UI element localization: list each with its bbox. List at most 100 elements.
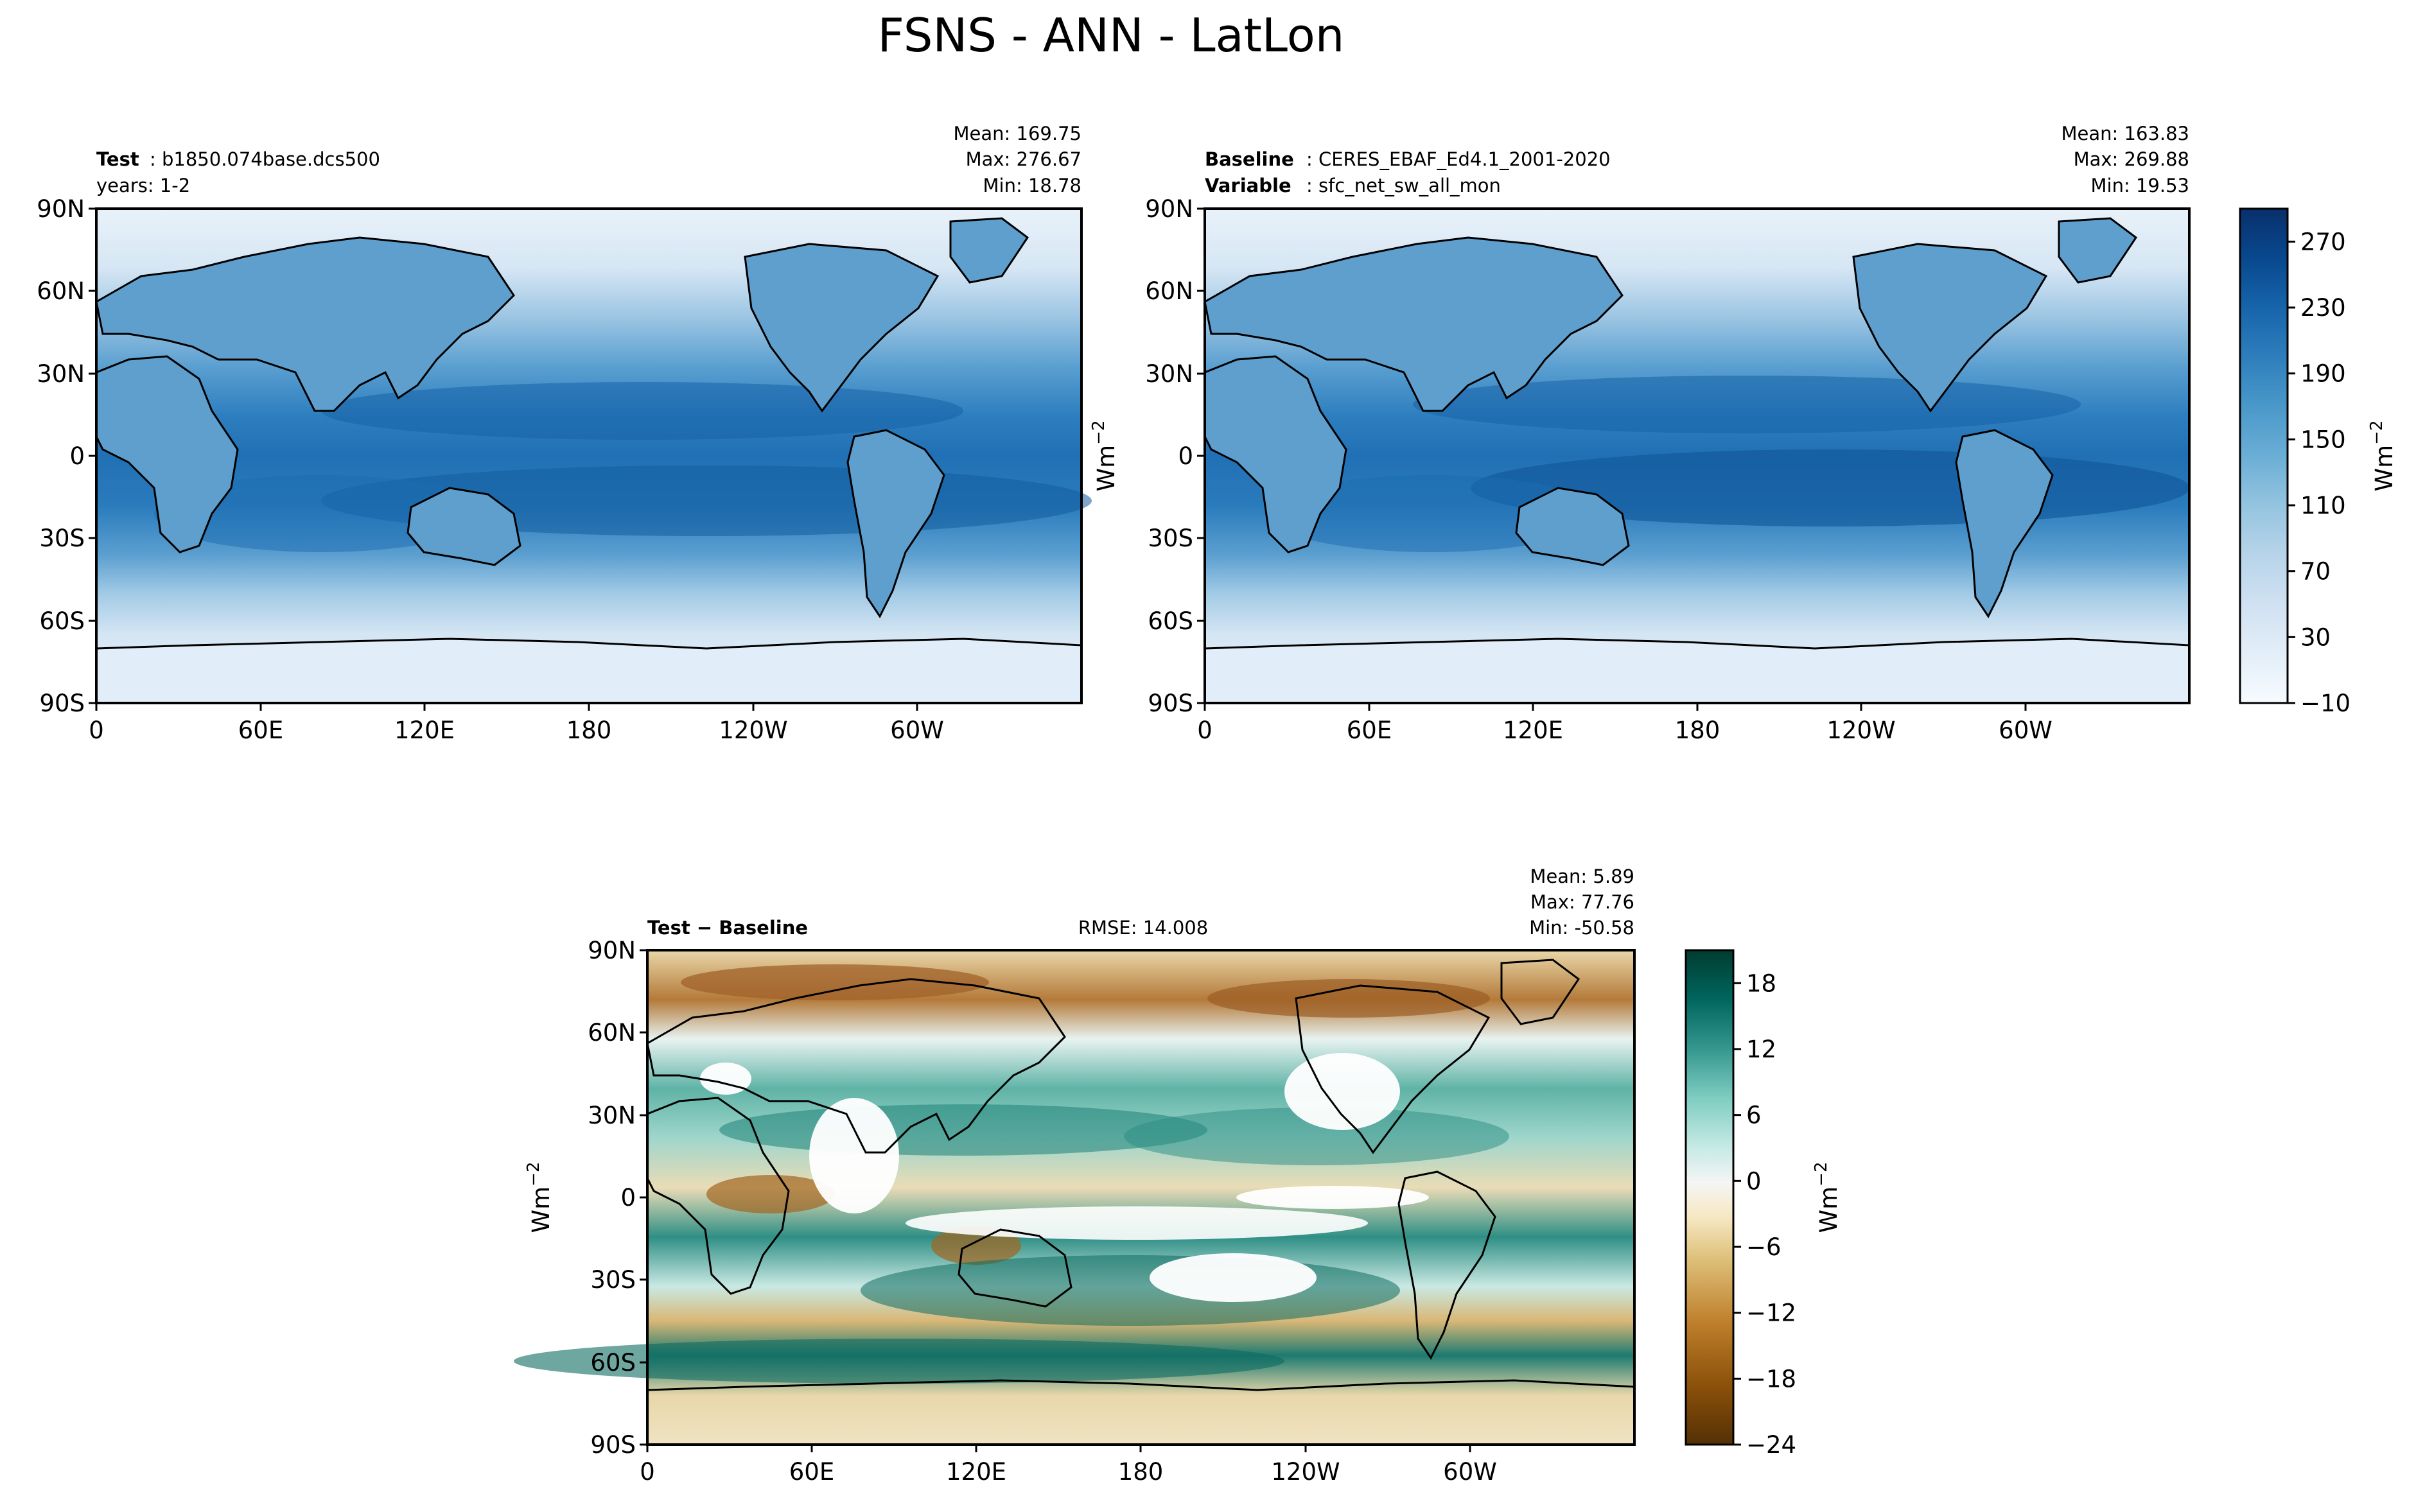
baseline-ytick-label: 90S (1148, 690, 1193, 717)
test-continents (95, 217, 1083, 704)
test-ytick-label: 30S (39, 525, 85, 552)
brbg-colorbar-ticks: 18 12 6 0 −6 −12 −18 −24 (1733, 969, 1796, 1459)
baseline-xaxis (1204, 703, 2027, 711)
figure-title: FSNS - ANN - LatLon (878, 8, 1345, 62)
diff-continent-antarctica (647, 1379, 1635, 1391)
brbg-colorbar-tick-label: 0 (1746, 1167, 1762, 1195)
test-xaxis-labels: 0 60E 120E 180 120W 60W (89, 717, 944, 744)
baseline-xtick-label: 180 (1675, 717, 1720, 744)
test-continent-africa (95, 355, 239, 553)
diff-xtick-label: 0 (640, 1458, 655, 1486)
test-baseline-ylabel: Wm−2 (1089, 421, 1120, 492)
diff-xtick-label: 120W (1271, 1458, 1340, 1486)
diff-yaxis (640, 949, 647, 1446)
diff-xtick-label: 60E (789, 1458, 834, 1486)
brbg-colorbar-tick-label: 18 (1746, 969, 1776, 997)
diff-xaxis-labels: 0 60E 120E 180 120W 60W (640, 1458, 1497, 1486)
baseline-variable-rest: : sfc_net_sw_all_mon (1306, 175, 1501, 196)
test-xtick-label: 60E (238, 717, 283, 744)
blues-colorbar-tick-label: 270 (2300, 228, 2346, 256)
test-continent-north-america (744, 243, 940, 413)
baseline-continent-australia (1515, 487, 1630, 566)
diff-continent-north-america (1295, 984, 1491, 1154)
baseline-xtick-label: 60E (1347, 717, 1392, 744)
diff-ytick-label: 0 (620, 1184, 636, 1212)
diff-continent-africa (646, 1097, 790, 1295)
diff-map-feature (1150, 1253, 1317, 1302)
diff-ytick-label: 60S (590, 1349, 636, 1377)
baseline-xtick-label: 120W (1826, 717, 1895, 744)
test-continent-antarctica (95, 638, 1083, 704)
blues-colorbar-tick-label: 30 (2300, 623, 2331, 651)
diff-map-feature (700, 1063, 751, 1095)
baseline-xtick-label: 0 (1197, 717, 1212, 744)
brbg-colorbar-fill (1686, 950, 1733, 1445)
brbg-colorbar-frame (1685, 949, 1735, 1446)
brbg-colorbar-tick-label: −12 (1746, 1299, 1796, 1327)
brbg-colorbar-tick-label: −6 (1746, 1233, 1781, 1261)
test-yaxis (89, 207, 96, 704)
diff-xtick-label: 120E (946, 1458, 1006, 1486)
test-continent-greenland (949, 217, 1029, 284)
baseline-ytick-label: 60S (1148, 607, 1193, 635)
test-yaxis-labels: 90N 60N 30N 0 30S 60S 90S (37, 195, 85, 717)
test-panel: Test : b1850.074base.dcs500 years: 1-2 M… (37, 123, 1092, 744)
baseline-variable-bold: Variable (1205, 175, 1291, 196)
test-xtick-label: 120E (394, 717, 455, 744)
diff-label: Test − Baseline (647, 917, 808, 939)
diff-yaxis-labels: 90N 60N 30N 0 30S 60S 90S (588, 937, 636, 1459)
diff-continent-greenland (1500, 959, 1580, 1025)
test-map-band (321, 382, 963, 440)
test-continent-australia (407, 487, 521, 566)
blues-colorbar-tick-label: −10 (2300, 690, 2350, 717)
baseline-label-rest: : CERES_EBAF_Ed4.1_2001-2020 (1306, 148, 1611, 170)
diff-ytick-label: 60N (588, 1019, 636, 1047)
baseline-yaxis (1197, 207, 1205, 704)
baseline-ytick-label: 30N (1145, 360, 1193, 388)
baseline-continent-africa (1204, 355, 1347, 553)
diff-map-feature (1284, 1053, 1400, 1130)
baseline-continent-eurasia (1204, 236, 1624, 412)
diff-ytick-label: 30N (588, 1102, 636, 1129)
diff-ytick-label: 90N (588, 937, 636, 964)
test-ytick-label: 90S (39, 690, 85, 717)
baseline-ytick-label: 30S (1148, 525, 1193, 552)
diff-ytick-label: 90S (590, 1431, 636, 1459)
brbg-colorbar-tick-label: −24 (1746, 1431, 1796, 1459)
test-ytick-label: 30N (37, 360, 85, 388)
blues-colorbar-tick-label: 190 (2300, 360, 2346, 388)
diff-map-feature (514, 1339, 1284, 1384)
diff-map-feature (906, 1206, 1368, 1240)
blues-colorbar-ticks: 270 230 190 150 110 70 30 −10 (2288, 228, 2350, 717)
baseline-yaxis-labels: 90N 60N 30N 0 30S 60S 90S (1145, 195, 1193, 717)
test-continent-eurasia (95, 236, 515, 412)
brbg-colorbar-tick-label: 12 (1746, 1036, 1776, 1063)
test-xtick-label: 60W (890, 717, 944, 744)
baseline-panel: Baseline : CERES_EBAF_Ed4.1_2001-2020 Va… (1089, 123, 2191, 744)
brbg-colorbar-tick-label: −18 (1746, 1365, 1796, 1393)
baseline-xaxis-labels: 0 60E 120E 180 120W 60W (1197, 717, 2053, 744)
blues-colorbar-tick-label: 230 (2300, 294, 2346, 322)
blues-colorbar-fill (2240, 209, 2288, 703)
diff-map-feature (681, 964, 989, 1000)
blues-colorbar: 270 230 190 150 110 70 30 −10 Wm−2 (2239, 207, 2398, 717)
baseline-stat-mean: Mean: 163.83 (2061, 123, 2189, 144)
test-ytick-label: 90N (37, 195, 85, 223)
test-stat-mean: Mean: 169.75 (954, 123, 1081, 144)
baseline-continent-antarctica (1204, 638, 2191, 704)
test-xtick-label: 120W (719, 717, 787, 744)
baseline-continent-south-america (1955, 429, 2054, 618)
baseline-label-bold: Baseline (1205, 148, 1294, 170)
test-stat-max: Max: 276.67 (966, 148, 1081, 170)
test-xaxis (95, 703, 918, 711)
diff-map (514, 949, 1636, 1446)
diff-xaxis (646, 1445, 1471, 1452)
baseline-continents (1204, 217, 2191, 704)
test-map (95, 207, 1092, 704)
diff-map-feature (1236, 1186, 1429, 1209)
brbg-colorbar-tick-label: 6 (1746, 1102, 1762, 1129)
test-xtick-label: 180 (566, 717, 612, 744)
baseline-ytick-label: 0 (1178, 442, 1193, 470)
diff-ylabel: Wm−2 (524, 1162, 555, 1233)
diff-continent-eurasia (646, 978, 1066, 1154)
